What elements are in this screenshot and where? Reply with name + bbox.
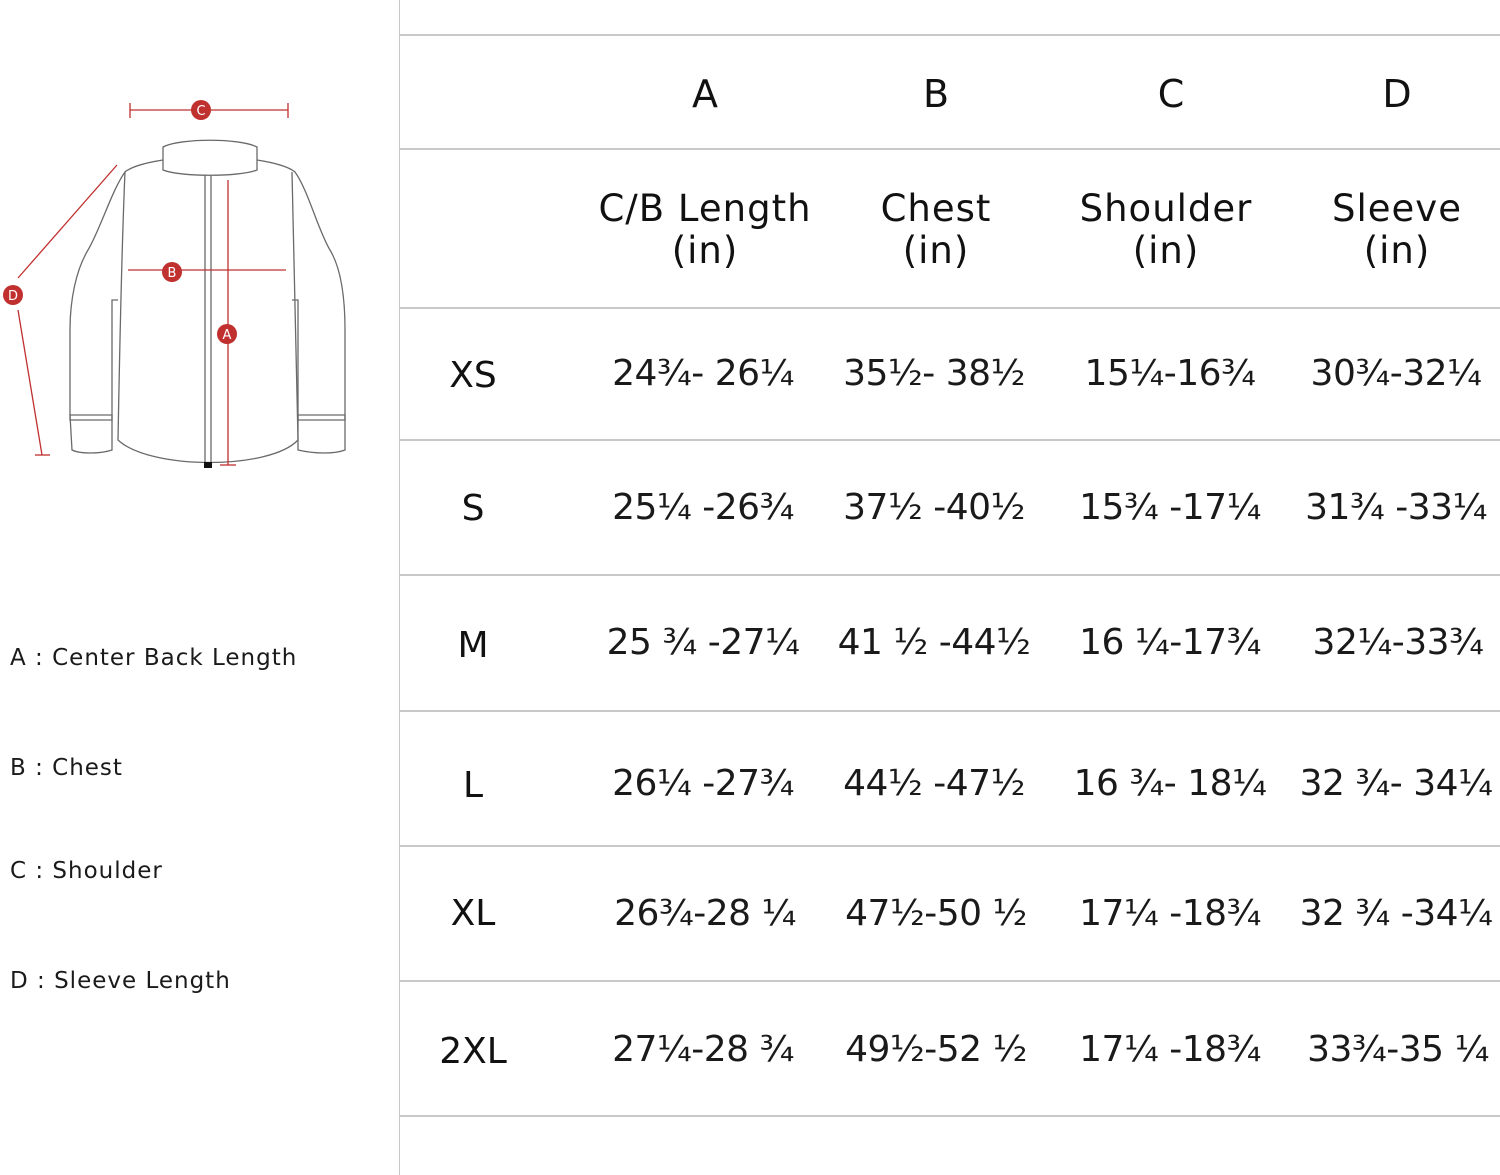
table-rule: [400, 148, 1500, 150]
svg-text:B: B: [168, 266, 177, 281]
cell-xl-sleeve: 32 ¾ -34¼: [1299, 893, 1493, 934]
column-letter-a: A: [692, 72, 718, 116]
column-letter-c: C: [1157, 72, 1185, 116]
size-label-xl: XL: [450, 893, 496, 934]
legend-sleeve-length: D : Sleeve Length: [10, 968, 231, 994]
cell-xs-chest: 35½- 38½: [843, 353, 1025, 394]
marker-a: A: [217, 324, 237, 344]
marker-d: D: [3, 285, 23, 305]
cell-l-sleeve: 32 ¾- 34¼: [1299, 763, 1493, 804]
size-label-2xl: 2XL: [439, 1031, 507, 1072]
table-rule: [400, 845, 1500, 847]
marker-b: B: [162, 262, 182, 282]
cell-xl-chest: 47½-50 ½: [845, 893, 1027, 934]
svg-text:C: C: [196, 104, 205, 119]
table-rule: [400, 1115, 1500, 1117]
size-label-m: M: [457, 625, 489, 666]
cell-xl-cb-length: 26¾-28 ¼: [614, 893, 796, 934]
header-title: Chest: [880, 187, 992, 230]
cell-l-chest: 44½ -47½: [843, 763, 1025, 804]
panel-divider: [399, 0, 400, 1175]
header-cb-length: C/B Length (in): [598, 188, 811, 272]
table-rule: [400, 980, 1500, 982]
svg-text:A: A: [223, 328, 232, 343]
size-label-s: S: [461, 488, 485, 529]
cell-2xl-shoulder: 17¼ -18¾: [1079, 1029, 1261, 1070]
legend-shoulder: C : Shoulder: [10, 858, 163, 884]
header-chest: Chest (in): [881, 188, 992, 272]
cell-m-shoulder: 16 ¼-17¾: [1079, 622, 1261, 663]
cell-s-chest: 37½ -40½: [843, 487, 1025, 528]
cell-l-cb-length: 26¼ -27¾: [612, 763, 794, 804]
cell-2xl-chest: 49½-52 ½: [845, 1029, 1027, 1070]
marker-c: C: [191, 100, 211, 120]
table-rule: [400, 574, 1500, 576]
legend-center-back-length: A : Center Back Length: [10, 645, 298, 671]
cell-xs-shoulder: 15¼-16¾: [1084, 353, 1256, 394]
header-unit: (in): [902, 229, 970, 272]
table-rule: [400, 307, 1500, 309]
cell-xs-sleeve: 30¾-32¼: [1310, 353, 1482, 394]
jacket-diagram: C B A D: [3, 100, 346, 468]
cell-l-shoulder: 16 ¾- 18¼: [1073, 763, 1267, 804]
svg-text:D: D: [8, 289, 18, 304]
measurement-lines: [17, 103, 289, 466]
cell-s-sleeve: 31¾ -33¼: [1305, 487, 1487, 528]
size-label-l: L: [462, 765, 484, 806]
table-rule: [400, 710, 1500, 712]
legend-chest: B : Chest: [10, 755, 123, 781]
header-sleeve: Sleeve (in): [1332, 188, 1462, 272]
header-shoulder: Shoulder (in): [1080, 188, 1253, 272]
header-title: C/B Length: [598, 187, 812, 230]
cell-s-shoulder: 15¾ -17¼: [1079, 487, 1261, 528]
cell-s-cb-length: 25¼ -26¾: [612, 487, 794, 528]
cell-m-chest: 41 ½ -44½: [837, 622, 1031, 663]
header-unit: (in): [1132, 229, 1200, 272]
jacket-outline: [69, 139, 346, 465]
column-letter-b: B: [922, 72, 950, 116]
cell-2xl-sleeve: 33¾-35 ¼: [1307, 1029, 1489, 1070]
cell-2xl-cb-length: 27¼-28 ¾: [612, 1029, 794, 1070]
cell-xl-shoulder: 17¼ -18¾: [1079, 893, 1261, 934]
column-letter-d: D: [1382, 72, 1412, 116]
table-rule: [400, 34, 1500, 36]
header-title: Sleeve: [1332, 187, 1462, 230]
cell-m-sleeve: 32¼-33¾: [1312, 622, 1484, 663]
diagram-panel: C B A D A : Center Back Length B : Chest…: [0, 0, 400, 1175]
header-unit: (in): [671, 229, 739, 272]
header-title: Shoulder: [1079, 187, 1253, 230]
size-label-xs: XS: [449, 355, 497, 396]
header-unit: (in): [1363, 229, 1431, 272]
cell-m-cb-length: 25 ¾ -27¼: [606, 622, 800, 663]
cell-xs-cb-length: 24¾- 26¼: [612, 353, 794, 394]
table-rule: [400, 439, 1500, 441]
